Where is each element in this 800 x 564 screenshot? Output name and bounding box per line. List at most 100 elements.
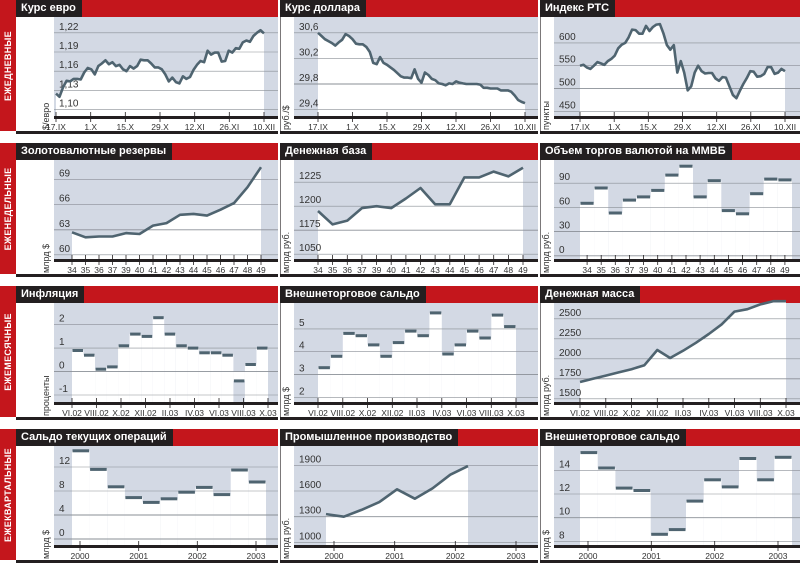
x-tick-label: 35 xyxy=(81,265,91,275)
chart-title: Денежная база xyxy=(280,143,373,160)
step-mark xyxy=(622,198,636,202)
x-tick-label: 42 xyxy=(416,265,426,275)
step-fill xyxy=(248,482,266,545)
y-tick-label: 1900 xyxy=(299,454,322,465)
x-tick-label: X.03 xyxy=(777,408,795,418)
step-fill xyxy=(650,190,665,259)
chart-title: Внешнеторговое сальдо xyxy=(540,429,686,446)
x-tick-label: 40 xyxy=(653,265,663,275)
step-mark xyxy=(668,528,686,532)
x-tick-label: 1.X xyxy=(346,122,359,132)
step-fill xyxy=(580,203,595,259)
chart-panel-base: Денежная база 1050 1175 1200 1225 млрд руб. 34… xyxy=(280,143,538,278)
step-mark xyxy=(633,489,651,492)
y-tick-label: 10 xyxy=(559,507,571,518)
step-fill xyxy=(221,355,234,402)
step-fill xyxy=(615,488,633,545)
chart-title: Курс доллара xyxy=(280,0,366,17)
x-tick-label: VI.02 xyxy=(308,408,328,418)
step-fill xyxy=(454,344,467,402)
chart-row: ЕЖЕНЕДЕЛЬНЫЕ Золотовалютные резервы 60 63 66… xyxy=(0,143,800,278)
step-fill xyxy=(129,334,142,402)
x-tick-label: 34 xyxy=(582,265,592,275)
x-tick-label: 39 xyxy=(121,265,131,275)
row-label-text: ЕЖЕДНЕВНЫЕ xyxy=(3,30,13,101)
x-tick-label: 45 xyxy=(202,265,212,275)
y-tick-label: 2 xyxy=(299,386,305,397)
x-tick-label: 17.IX xyxy=(570,122,590,132)
step-mark xyxy=(118,344,130,348)
chart-title-bar: Объем торгов валютой на ММВБ xyxy=(540,143,800,160)
x-tick-label: VIII.03 xyxy=(231,408,256,418)
x-tick-label: 26.XI xyxy=(219,122,239,132)
area-fill xyxy=(56,30,264,117)
y-tick-label: 12 xyxy=(559,483,571,494)
step-mark xyxy=(330,354,343,358)
step-mark xyxy=(580,201,594,205)
chart-svg: 1000 1300 1600 1900 млрд руб. 2000 2001 2002 200… xyxy=(280,446,538,561)
y-tick-label: 30,2 xyxy=(299,47,319,58)
chart-panel-inflation: Инфляция -1 0 1 2 проценты VI.02 VIII.02 X.02 XII… xyxy=(16,286,278,421)
panel-bottom-rule xyxy=(540,417,800,420)
panel-bottom-rule xyxy=(280,560,538,563)
x-tick-label: 47 xyxy=(489,265,499,275)
step-mark xyxy=(196,485,213,489)
chart-title: Инфляция xyxy=(16,286,85,303)
y-tick-label: 69 xyxy=(59,169,71,180)
x-tick-label: 34 xyxy=(313,265,323,275)
x-axis xyxy=(294,402,538,405)
chart-panel-micex: Объем торгов валютой на ММВБ 0 30 60 90 млрд … xyxy=(540,143,800,278)
step-fill xyxy=(774,457,792,545)
chart-title: Курс евро xyxy=(16,0,82,17)
x-tick-label: 15.X xyxy=(117,122,135,132)
x-tick-label: 2000 xyxy=(325,551,344,561)
x-tick-label: 45 xyxy=(460,265,470,275)
chart-panel-usd: Курс доллара 29,4 29,8 30,2 30,6 руб./$ 17.IX 1… xyxy=(280,0,538,135)
chart-svg: 450 500 550 600 пункты 17.IX 1.X 15.X 29.X 12.XI 2… xyxy=(540,17,800,132)
y-tick-label: 1,10 xyxy=(59,99,79,110)
step-mark xyxy=(721,209,735,213)
chart-svg: 8 10 12 14 млрд $ 2000 2001 2002 2003 xyxy=(540,446,800,561)
x-tick-label: 44 xyxy=(189,265,199,275)
x-tick-label: VIII.02 xyxy=(594,408,619,418)
step-fill xyxy=(164,334,176,402)
y-tick-label: 4 xyxy=(59,504,65,515)
x-tick-label: 48 xyxy=(504,265,514,275)
step-fill xyxy=(124,497,143,545)
step-fill xyxy=(739,458,757,545)
x-tick-label: 29.X xyxy=(151,122,169,132)
step-mark xyxy=(90,467,107,471)
chart-svg: 0 30 60 90 млрд руб. 34 35 36 37 39 40 41 42 43 44 45 46… xyxy=(540,160,800,275)
step-fill xyxy=(721,210,736,259)
step-mark xyxy=(679,164,693,168)
panel-bottom-rule xyxy=(540,560,800,563)
chart-title: Индекс РТС xyxy=(540,0,616,17)
x-tick-label: 49 xyxy=(518,265,528,275)
step-fill xyxy=(141,336,153,402)
y-axis-label: пункты xyxy=(541,101,551,130)
x-axis xyxy=(54,545,278,548)
y-tick-label: 2000 xyxy=(559,348,582,359)
x-tick-label: 46 xyxy=(738,265,748,275)
step-mark xyxy=(429,311,442,315)
x-tick-label: 45 xyxy=(724,265,734,275)
x-tick-label: 49 xyxy=(780,265,790,275)
chart-panel-eur: Курс евро 1,10 1,13 1,16 1,19 1,22 $/евро 17.IX… xyxy=(16,0,278,135)
chart-svg: 0 4 8 12 млрд $ 2000 2001 2002 2003 xyxy=(41,446,278,561)
step-mark xyxy=(222,353,233,357)
x-tick-label: 37 xyxy=(108,265,118,275)
x-axis xyxy=(294,116,538,119)
step-mark xyxy=(686,499,704,503)
x-tick-label: 2001 xyxy=(385,551,404,561)
x-tick-label: 47 xyxy=(752,265,762,275)
chart-title-bar: Внешнеторговое сальдо xyxy=(540,429,800,446)
x-tick-label: 44 xyxy=(710,265,720,275)
y-tick-label: 0 xyxy=(59,528,65,539)
step-fill xyxy=(735,213,750,259)
step-fill xyxy=(693,196,708,259)
y-tick-label: 1050 xyxy=(299,243,322,254)
step-mark xyxy=(594,186,608,190)
step-mark xyxy=(178,490,195,494)
step-mark xyxy=(231,468,248,472)
